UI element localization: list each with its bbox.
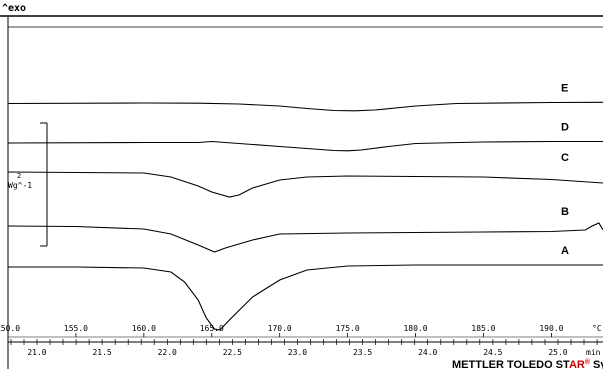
brand-accent: AR — [569, 359, 585, 369]
brand-left: METTLER TOLEDO ST — [452, 359, 570, 369]
time-unit: min — [586, 348, 601, 357]
time-tick-label-21-5: 21.5 — [92, 348, 111, 357]
time-tick-label-25-0: 25.0 — [548, 348, 567, 357]
temperature-tick-label-165-0: 165.0 — [200, 324, 224, 333]
temperature-axis: 150.0 155.0 160.0 165.0 170.0 175.0 180.0 185.0… — [0, 324, 603, 338]
curve-label-b: B — [561, 206, 569, 218]
time-axis: 21.0 21.5 22.0 22.5 23.0 23.5 24.0 24.5 25.0 — [10, 339, 598, 357]
temperature-tick-label-170-0: 170.0 — [268, 324, 292, 333]
brand-right: System — [590, 359, 603, 369]
curve-d — [7, 140, 603, 152]
brand-registered: ® — [585, 358, 591, 366]
time-tick-label-24-5: 24.5 — [483, 348, 502, 357]
curve-label-e: E — [561, 82, 568, 94]
exo-label: ^exo — [2, 3, 26, 14]
curve-b — [7, 222, 603, 253]
curve-label-d: D — [561, 122, 569, 134]
time-tick-label-22-5: 22.5 — [223, 348, 242, 357]
curve-labels-group: E D C B A — [561, 82, 569, 257]
scale-bar-unit: Wg^-1 — [8, 181, 32, 190]
temperature-tick-label-190-0: 190.0 — [539, 324, 563, 333]
time-tick-label-23-0: 23.0 — [288, 348, 307, 357]
temperature-tick-label-180-0: 180.0 — [403, 324, 427, 333]
curve-a — [8, 264, 603, 331]
temperature-tick-label-155-0: 155.0 — [64, 324, 88, 333]
time-tick-label-22-0: 22.0 — [158, 348, 177, 357]
temperature-tick-label-185-0: 185.0 — [471, 324, 495, 333]
curves-group — [7, 101, 603, 331]
scale-bar-value: 2 — [17, 172, 21, 180]
time-tick-label-24-0: 24.0 — [418, 348, 437, 357]
time-tick-label-23-5: 23.5 — [353, 348, 372, 357]
time-tick-label-21-0: 21.0 — [27, 348, 46, 357]
brand-text: METTLER TOLEDO STAR® System — [452, 358, 603, 369]
temperature-unit: °C — [592, 324, 602, 333]
curve-label-c: C — [561, 152, 569, 164]
curve-label-a: A — [561, 245, 569, 257]
curve-c — [7, 171, 603, 198]
temperature-tick-label-160-0: 160.0 — [132, 324, 156, 333]
temperature-tick-label-150-0: 150.0 — [0, 324, 20, 333]
curve-e — [7, 101, 603, 112]
temperature-tick-label-175-0: 175.0 — [336, 324, 360, 333]
